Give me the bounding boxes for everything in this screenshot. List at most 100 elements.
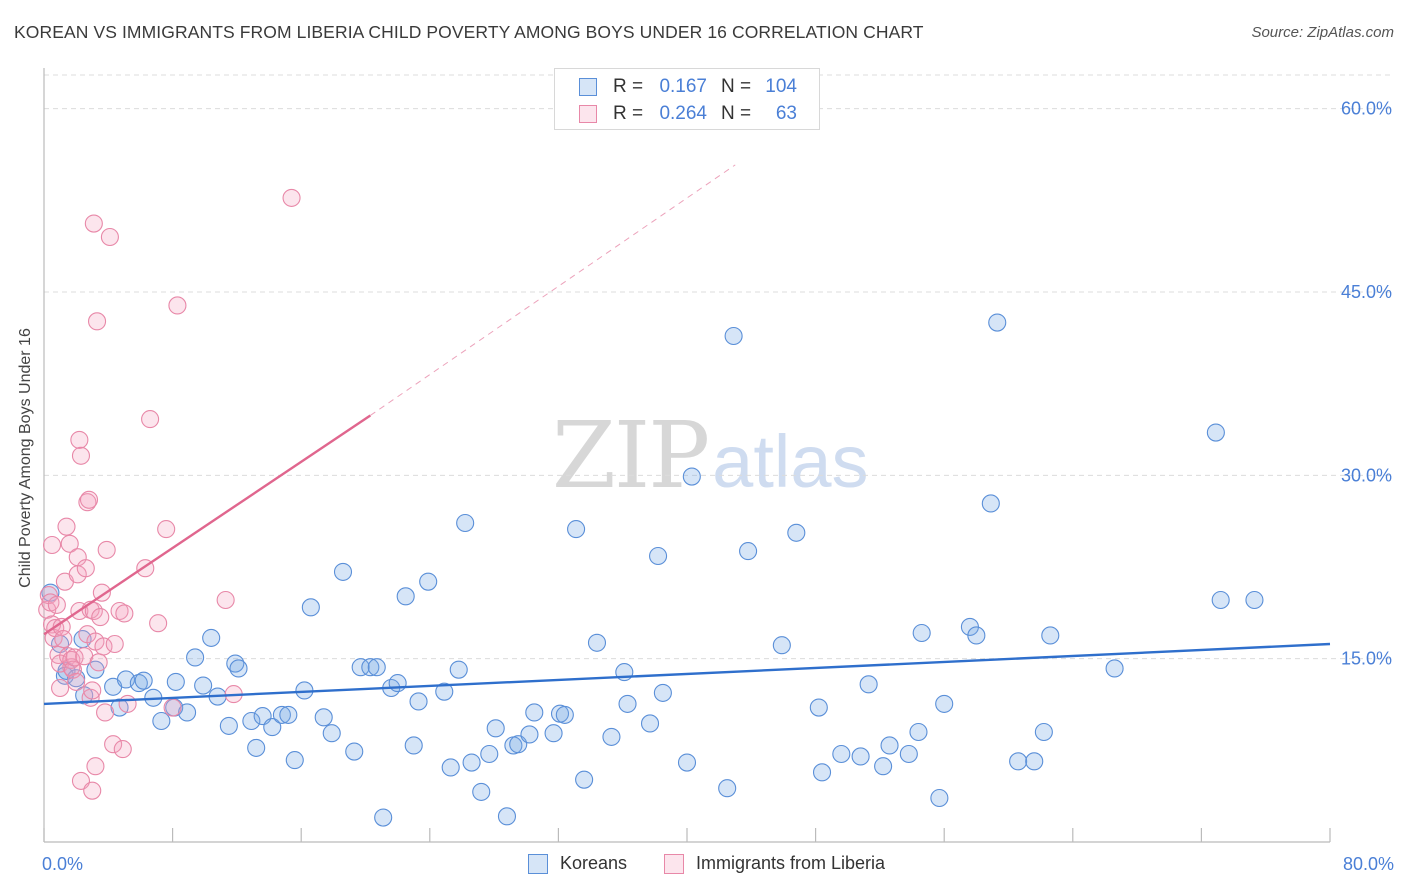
korean-point <box>1034 722 1053 742</box>
korean-point <box>462 753 481 772</box>
korean-point <box>396 587 415 606</box>
korean-point <box>718 779 737 798</box>
legend-label-koreans: Koreans <box>560 853 628 873</box>
watermark-zip: ZIP <box>552 402 710 509</box>
legend-row-korean: R = 0.167 N = 104 <box>555 74 819 100</box>
korean-trend-line <box>43 642 1331 706</box>
liberia-point <box>113 740 132 759</box>
korean-point <box>575 770 594 789</box>
korean-point <box>1245 590 1264 610</box>
korean-point <box>787 523 806 542</box>
korean-point <box>967 626 986 645</box>
korean-point <box>1041 626 1060 645</box>
korean-point <box>449 660 468 679</box>
liberia-point <box>89 653 108 672</box>
korean-point <box>219 716 238 735</box>
korean-point <box>649 546 668 566</box>
liberia-point <box>76 559 95 578</box>
axes <box>43 68 1331 843</box>
korean-point <box>242 711 261 731</box>
legend-r-value: 0.167 <box>659 76 707 97</box>
trend-lines <box>43 164 1331 706</box>
korean-point <box>322 724 341 743</box>
korean-point <box>247 738 266 757</box>
legend-r-value: 0.264 <box>659 103 707 124</box>
korean-point <box>202 628 221 647</box>
y-tick-label: 60.0% <box>1341 99 1392 119</box>
korean-point <box>812 763 832 782</box>
korean-point <box>981 494 1000 513</box>
liberia-point <box>96 703 115 722</box>
korean-point <box>724 326 743 346</box>
liberia-point <box>118 694 137 713</box>
liberia-point <box>91 608 110 627</box>
y-tick-label: 45.0% <box>1341 282 1392 302</box>
korean-point <box>388 674 407 693</box>
korean-point <box>480 744 499 764</box>
korean-point <box>809 698 828 717</box>
korean-point <box>899 744 918 764</box>
legend-row-liberia: R = 0.264 N = 63 <box>555 101 819 127</box>
korean-point <box>229 659 248 678</box>
liberia-point <box>86 757 105 776</box>
korean-point <box>874 757 893 776</box>
legend-swatch-liberia <box>664 854 684 874</box>
korean-point <box>419 572 438 591</box>
liberia-point <box>157 520 176 539</box>
korean-point <box>544 724 563 743</box>
korean-point <box>486 719 505 738</box>
liberia-point <box>83 781 102 800</box>
y-axis-label: Child Poverty Among Boys Under 16 <box>17 328 34 588</box>
y-tick-label: 30.0% <box>1341 465 1392 485</box>
liberia-point <box>84 214 103 233</box>
watermark: ZIPatlas <box>552 402 868 509</box>
korean-point <box>935 694 954 713</box>
korean-point <box>653 683 672 702</box>
legend-n-label: N = <box>721 76 752 97</box>
liberia-point <box>42 535 62 555</box>
legend-swatch-korean <box>579 78 597 96</box>
korean-point <box>520 725 539 744</box>
korean-point <box>832 744 851 764</box>
korean-point <box>677 753 697 772</box>
korean-point <box>497 807 517 826</box>
korean-point <box>367 658 386 677</box>
legend-swatch-koreans <box>528 854 548 874</box>
liberia-point <box>168 296 187 315</box>
liberia-point <box>57 517 76 536</box>
korean-point <box>859 675 878 694</box>
liberia-point <box>71 446 91 465</box>
korean-point <box>682 467 701 486</box>
source-label: Source: ZipAtlas.com <box>1251 24 1394 41</box>
liberia-series <box>38 188 301 800</box>
liberia-point <box>105 634 124 654</box>
korean-point <box>472 782 491 801</box>
korean-point <box>178 703 197 722</box>
korean-point <box>409 692 428 711</box>
x-tick-label-min: 0.0% <box>42 854 83 874</box>
korean-point <box>909 722 928 742</box>
korean-point <box>226 654 245 673</box>
legend-r-label: R = <box>613 103 644 124</box>
korean-point <box>435 682 454 701</box>
liberia-point <box>100 227 119 247</box>
korean-point <box>456 513 475 533</box>
korean-point <box>640 714 660 733</box>
liberia-point <box>70 430 89 449</box>
liberia-point <box>141 410 160 429</box>
korean-point <box>279 705 298 724</box>
korean-point <box>587 633 607 652</box>
legend-swatch-liberia <box>579 105 597 123</box>
liberia-point <box>115 604 134 623</box>
liberia-point <box>282 188 301 207</box>
chart-title: KOREAN VS IMMIGRANTS FROM LIBERIA CHILD … <box>14 22 924 42</box>
korean-series <box>41 313 1264 827</box>
y-tick-label: 15.0% <box>1341 649 1392 669</box>
legend-label-liberia: Immigrants from Liberia <box>696 853 886 873</box>
liberia-point <box>163 698 182 717</box>
legend-n-value: 104 <box>765 76 797 97</box>
korean-point <box>345 742 364 761</box>
korean-point <box>1105 659 1124 678</box>
korean-point <box>525 703 544 722</box>
